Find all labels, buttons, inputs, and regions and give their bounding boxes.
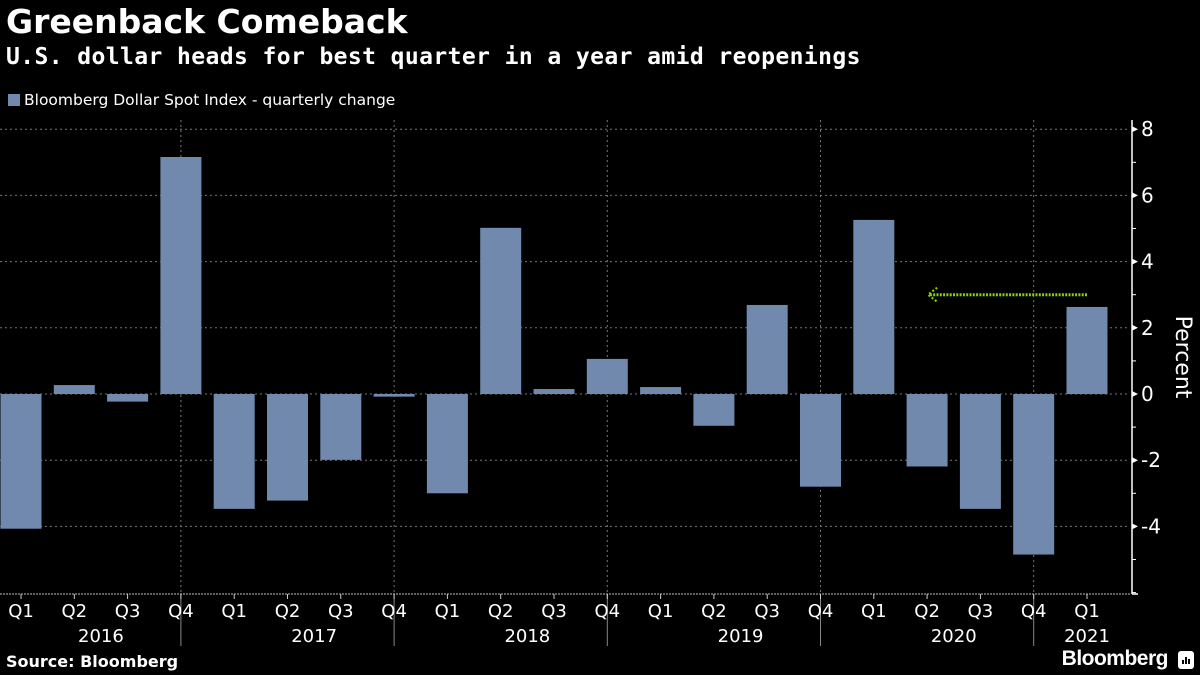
bar [693,394,735,426]
y-tick [1132,126,1138,133]
y-tick [1132,391,1138,397]
bar [746,304,788,394]
y-tick [1132,457,1138,464]
bar [1013,394,1055,555]
year-label: 2019 [718,626,764,647]
y-tick-label: 8 [1141,117,1154,141]
year-label: 2018 [504,626,550,647]
x-tick-label: Q3 [754,601,780,622]
bar [1066,306,1108,394]
y-tick-label: -4 [1141,514,1161,538]
annotation-arrowhead [926,286,938,303]
x-tick-label: Q4 [808,601,834,622]
bar [586,358,628,394]
year-label: 2020 [931,626,977,647]
bar [906,394,948,467]
y-tick [1132,192,1138,199]
x-tick-label: Q3 [541,601,567,622]
bar [959,394,1001,509]
y-tick-label: 4 [1141,250,1154,274]
bar [480,227,522,394]
x-tick-label: Q4 [168,601,194,622]
x-tick-label: Q1 [221,601,247,622]
brand-logo: Bloomberg [1061,647,1169,670]
y-tick [1132,523,1138,530]
x-tick-label: Q2 [701,601,727,622]
x-tick-label: Q4 [1021,601,1047,622]
x-tick-label: Q3 [328,601,354,622]
x-tick-label: Q1 [435,601,461,622]
year-label: 2016 [78,626,124,647]
y-tick-label: -2 [1141,448,1161,472]
x-tick-label: Q2 [275,601,301,622]
y-tick [1132,324,1138,331]
bar [533,389,575,394]
y-tick-label: 6 [1141,183,1154,207]
y-tick-label: 0 [1141,382,1154,406]
y-axis-label: Percent [1170,316,1195,399]
x-tick-label: Q4 [381,601,407,622]
x-tick-label: Q2 [488,601,514,622]
bloomberg-chart-icon [1178,651,1194,669]
x-tick-label: Q2 [914,601,940,622]
bar [426,394,468,494]
legend-swatch [8,94,20,106]
year-label: 2017 [291,626,337,647]
y-tick [1132,258,1138,265]
x-tick-label: Q2 [61,601,87,622]
legend-label: Bloomberg Dollar Spot Index - quarterly … [24,91,396,109]
x-tick-label: Q3 [968,601,994,622]
bar [160,157,202,394]
legend: Bloomberg Dollar Spot Index - quarterly … [8,91,395,109]
x-tick-label: Q1 [1074,601,1100,622]
x-tick-label: Q3 [115,601,141,622]
bar [800,394,841,487]
x-tick-label: Q1 [861,601,887,622]
bar [640,387,682,394]
bar [267,394,308,501]
bar [853,219,895,394]
x-tick-label: Q4 [594,601,620,622]
bar [213,394,255,509]
bar [0,394,42,529]
chart-title: Greenback Comeback [6,2,408,41]
bar [373,394,415,397]
bar [107,394,149,402]
year-label: 2021 [1064,626,1110,647]
bar [320,394,362,460]
source-note: Source: Bloomberg [6,652,179,671]
x-tick-label: Q1 [8,601,34,622]
x-tick-label: Q1 [648,601,674,622]
bar [53,385,95,394]
y-tick-label: 2 [1141,316,1154,340]
chart-subtitle: U.S. dollar heads for best quarter in a … [6,44,861,70]
